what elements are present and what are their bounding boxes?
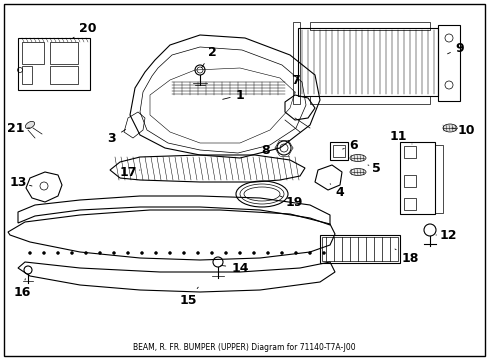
Ellipse shape — [42, 252, 45, 255]
Bar — [403, 175, 415, 187]
Bar — [292, 22, 299, 104]
Text: 9: 9 — [447, 41, 464, 54]
Ellipse shape — [154, 252, 157, 255]
Text: 11: 11 — [388, 130, 411, 144]
Text: 16: 16 — [13, 279, 31, 298]
Text: 13: 13 — [9, 176, 32, 189]
Bar — [403, 198, 415, 210]
Text: 3: 3 — [107, 130, 125, 144]
Text: 5: 5 — [367, 162, 380, 175]
Bar — [50, 66, 78, 84]
Text: BEAM, R. FR. BUMPER (UPPER) Diagram for 71140-T7A-J00: BEAM, R. FR. BUMPER (UPPER) Diagram for … — [132, 343, 355, 352]
Text: 21: 21 — [7, 122, 30, 135]
Ellipse shape — [210, 252, 213, 255]
Bar — [22, 42, 44, 64]
Bar — [399, 142, 434, 214]
Ellipse shape — [280, 252, 283, 255]
Text: 12: 12 — [435, 229, 456, 242]
Bar — [309, 96, 429, 104]
Ellipse shape — [442, 124, 456, 132]
Ellipse shape — [349, 168, 365, 176]
Bar — [321, 237, 397, 261]
Text: 15: 15 — [179, 287, 198, 306]
Ellipse shape — [349, 154, 365, 162]
Bar — [22, 66, 32, 84]
Bar — [309, 22, 429, 30]
Ellipse shape — [98, 252, 102, 255]
Ellipse shape — [322, 252, 325, 255]
Ellipse shape — [252, 252, 255, 255]
Bar — [434, 145, 442, 213]
Ellipse shape — [57, 252, 60, 255]
Text: 4: 4 — [329, 184, 344, 198]
Ellipse shape — [196, 252, 199, 255]
Ellipse shape — [140, 252, 143, 255]
Bar — [319, 235, 399, 263]
Bar — [403, 146, 415, 158]
Ellipse shape — [25, 121, 35, 129]
Text: 18: 18 — [394, 249, 418, 265]
Ellipse shape — [126, 252, 129, 255]
Text: 19: 19 — [280, 195, 302, 208]
Ellipse shape — [168, 252, 171, 255]
Ellipse shape — [308, 252, 311, 255]
Text: 6: 6 — [342, 139, 358, 152]
Ellipse shape — [238, 252, 241, 255]
Text: 7: 7 — [290, 73, 299, 93]
Bar — [332, 145, 345, 157]
Ellipse shape — [224, 252, 227, 255]
Text: 2: 2 — [201, 45, 216, 68]
Bar — [297, 28, 437, 96]
Ellipse shape — [266, 252, 269, 255]
Ellipse shape — [112, 252, 115, 255]
Text: 20: 20 — [72, 22, 97, 39]
Ellipse shape — [28, 252, 31, 255]
Text: 14: 14 — [220, 261, 248, 274]
Bar — [329, 142, 347, 160]
Ellipse shape — [84, 252, 87, 255]
Ellipse shape — [70, 252, 73, 255]
Text: 10: 10 — [451, 123, 474, 136]
Text: 17: 17 — [119, 166, 140, 179]
Text: 8: 8 — [261, 144, 278, 157]
Ellipse shape — [182, 252, 185, 255]
Bar — [50, 42, 78, 64]
Bar — [437, 25, 459, 101]
Bar — [18, 38, 90, 90]
Ellipse shape — [294, 252, 297, 255]
Text: 1: 1 — [222, 89, 244, 102]
